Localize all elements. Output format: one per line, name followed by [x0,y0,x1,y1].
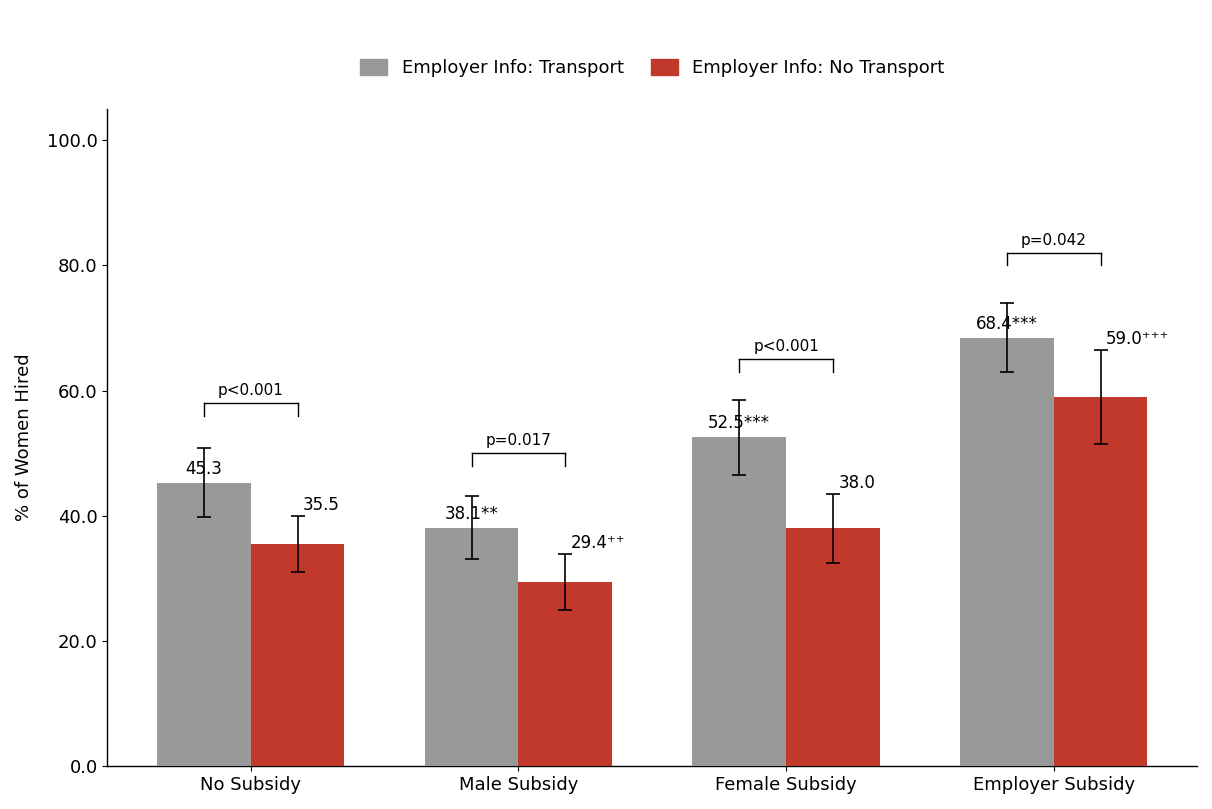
Y-axis label: % of Women Hired: % of Women Hired [15,354,33,521]
Text: 68.4***: 68.4*** [976,315,1037,333]
Bar [960,338,1053,766]
Bar [787,528,880,766]
Text: 35.5: 35.5 [303,496,339,514]
Text: 45.3: 45.3 [185,460,222,477]
Text: 59.0⁺⁺⁺: 59.0⁺⁺⁺ [1107,330,1170,348]
Text: 38.1**: 38.1** [445,505,498,523]
Text: p=0.017: p=0.017 [486,433,551,448]
Text: p<0.001: p<0.001 [218,383,284,398]
Text: 38.0: 38.0 [839,474,875,492]
Text: p=0.042: p=0.042 [1021,233,1087,248]
Bar [158,483,251,766]
Text: p<0.001: p<0.001 [753,339,819,354]
Bar [251,544,344,766]
Bar [692,438,787,766]
Bar [1053,396,1148,766]
Text: 52.5***: 52.5*** [708,414,771,433]
Bar [519,582,612,766]
Legend: Employer Info: Transport, Employer Info: No Transport: Employer Info: Transport, Employer Info:… [353,52,951,85]
Text: 29.4⁺⁺: 29.4⁺⁺ [571,534,625,552]
Bar [424,527,519,766]
